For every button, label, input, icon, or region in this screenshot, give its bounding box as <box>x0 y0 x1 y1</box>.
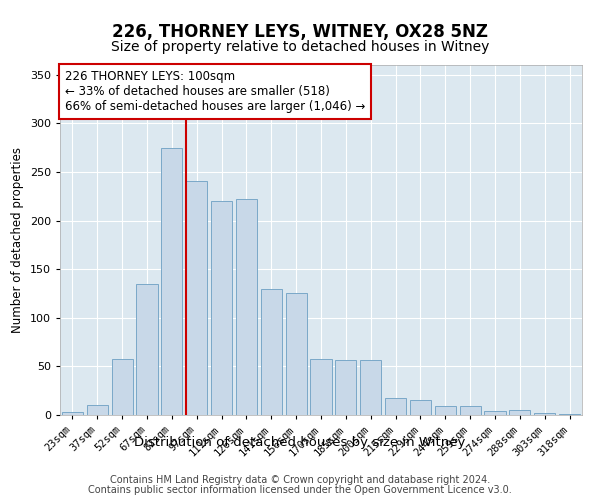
Bar <box>286 294 307 415</box>
Bar <box>186 180 207 415</box>
Bar <box>460 406 481 415</box>
Text: 226, THORNEY LEYS, WITNEY, OX28 5NZ: 226, THORNEY LEYS, WITNEY, OX28 5NZ <box>112 22 488 40</box>
Bar <box>161 148 182 415</box>
Bar <box>62 412 83 415</box>
Bar <box>385 398 406 415</box>
Bar <box>261 288 282 415</box>
Bar <box>211 201 232 415</box>
Text: Distribution of detached houses by size in Witney: Distribution of detached houses by size … <box>134 436 466 449</box>
Bar <box>410 400 431 415</box>
Text: Contains public sector information licensed under the Open Government Licence v3: Contains public sector information licen… <box>88 485 512 495</box>
Text: Contains HM Land Registry data © Crown copyright and database right 2024.: Contains HM Land Registry data © Crown c… <box>110 475 490 485</box>
Bar <box>360 360 381 415</box>
Bar <box>112 358 133 415</box>
Bar <box>236 199 257 415</box>
Text: Size of property relative to detached houses in Witney: Size of property relative to detached ho… <box>111 40 489 54</box>
Y-axis label: Number of detached properties: Number of detached properties <box>11 147 24 333</box>
Text: 226 THORNEY LEYS: 100sqm
← 33% of detached houses are smaller (518)
66% of semi-: 226 THORNEY LEYS: 100sqm ← 33% of detach… <box>65 70 365 114</box>
Bar <box>435 406 456 415</box>
Bar <box>87 406 108 415</box>
Bar <box>559 414 580 415</box>
Bar <box>534 413 555 415</box>
Bar <box>310 358 332 415</box>
Bar <box>484 411 506 415</box>
Bar <box>136 284 158 415</box>
Bar <box>335 360 356 415</box>
Bar <box>509 410 530 415</box>
